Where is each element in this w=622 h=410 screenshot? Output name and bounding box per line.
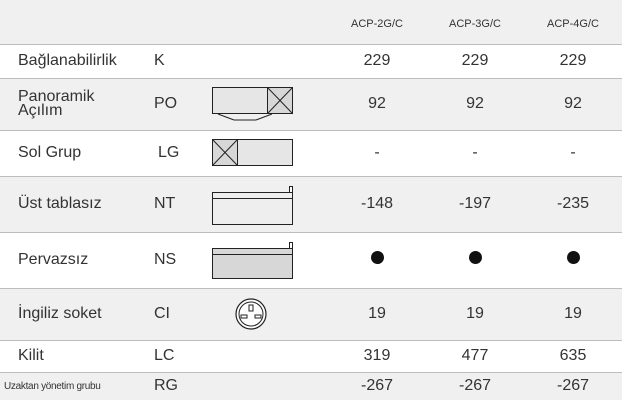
row-code: CI: [154, 305, 170, 322]
row-name: Bağlanabilirlik: [18, 52, 117, 69]
row-value: 92: [368, 95, 386, 112]
left-group-icon: [212, 130, 328, 176]
uk-socket-icon: [212, 288, 328, 340]
row-figure-empty: [212, 44, 328, 78]
header-empty-figure: [212, 0, 328, 44]
row-value: 319: [363, 347, 391, 364]
row-value: -197: [458, 195, 492, 212]
row-value: 92: [466, 95, 484, 112]
options-table: ACP-2G/C ACP-3G/C ACP-4G/C Bağlanabilirl…: [0, 0, 622, 400]
table-row: Pervazsız NS: [0, 232, 622, 288]
no-top-icon: [212, 176, 328, 232]
row-value: [426, 232, 524, 288]
row-value: -267: [556, 377, 590, 395]
row-value: 92: [564, 95, 582, 112]
row-name: Pervazsız: [18, 251, 89, 268]
row-code: RG: [154, 377, 178, 395]
row-name: Üst tablasız: [18, 195, 102, 212]
row-value: -: [570, 144, 576, 161]
row-value: [328, 232, 426, 288]
row-value: 229: [461, 52, 489, 69]
row-value: -235: [556, 195, 590, 212]
row-value: 19: [466, 305, 484, 322]
row-name: İngiliz soket: [18, 305, 102, 322]
row-name: Kilit: [18, 347, 44, 364]
row-code: LG: [158, 144, 180, 161]
row-value: -: [374, 144, 380, 161]
row-value: 19: [564, 305, 582, 322]
row-name: Uzaktan yönetim grubu: [4, 380, 101, 392]
row-code: K: [154, 52, 165, 69]
table-row: İngiliz soket CI 19 19 19: [0, 288, 622, 340]
row-code: PO: [154, 95, 178, 112]
header-model-acp-2g: ACP-2G/C: [351, 18, 403, 31]
table-row: Panoramik Açılım PO 92 92 92: [0, 78, 622, 130]
row-code: NT: [154, 195, 176, 212]
row-name-line2: Açılım: [18, 102, 63, 119]
row-value: 229: [363, 52, 391, 69]
row-name: Sol Grup: [18, 144, 82, 161]
included-dot-icon: [370, 251, 384, 264]
no-skirting-icon: [212, 232, 328, 288]
row-value: -267: [360, 377, 394, 395]
row-figure-empty: [212, 372, 328, 400]
header-empty-code: [140, 0, 212, 44]
row-name: Panoramik Açılım: [0, 78, 140, 130]
row-value: 229: [559, 52, 587, 69]
table-row: Sol Grup LG - - -: [0, 130, 622, 176]
row-figure-empty: [212, 340, 328, 372]
row-code: LC: [154, 347, 175, 364]
row-value: 477: [461, 347, 489, 364]
table-row: Kilit LC 319 477 635: [0, 340, 622, 372]
row-value: 635: [559, 347, 587, 364]
header-empty-name: [0, 0, 140, 44]
row-value: -267: [458, 377, 492, 395]
table-row: Üst tablasız NT -148 -197 -235: [0, 176, 622, 232]
header-model-acp-3g: ACP-3G/C: [449, 18, 501, 31]
row-value: -: [472, 144, 478, 161]
table-row: Uzaktan yönetim grubu RG -267 -267 -267: [0, 372, 622, 400]
row-code: NS: [154, 251, 177, 268]
table-header-row: ACP-2G/C ACP-3G/C ACP-4G/C: [0, 0, 622, 44]
row-name-line1: Panoramik: [18, 88, 95, 105]
row-value: 19: [368, 305, 386, 322]
header-model-acp-4g: ACP-4G/C: [547, 18, 599, 31]
table-row: Bağlanabilirlik K 229 229 229: [0, 44, 622, 78]
included-dot-icon: [566, 251, 580, 264]
panoramic-opening-icon: [212, 78, 328, 130]
row-value: [524, 232, 622, 288]
row-value: -148: [360, 195, 394, 212]
included-dot-icon: [468, 251, 482, 264]
